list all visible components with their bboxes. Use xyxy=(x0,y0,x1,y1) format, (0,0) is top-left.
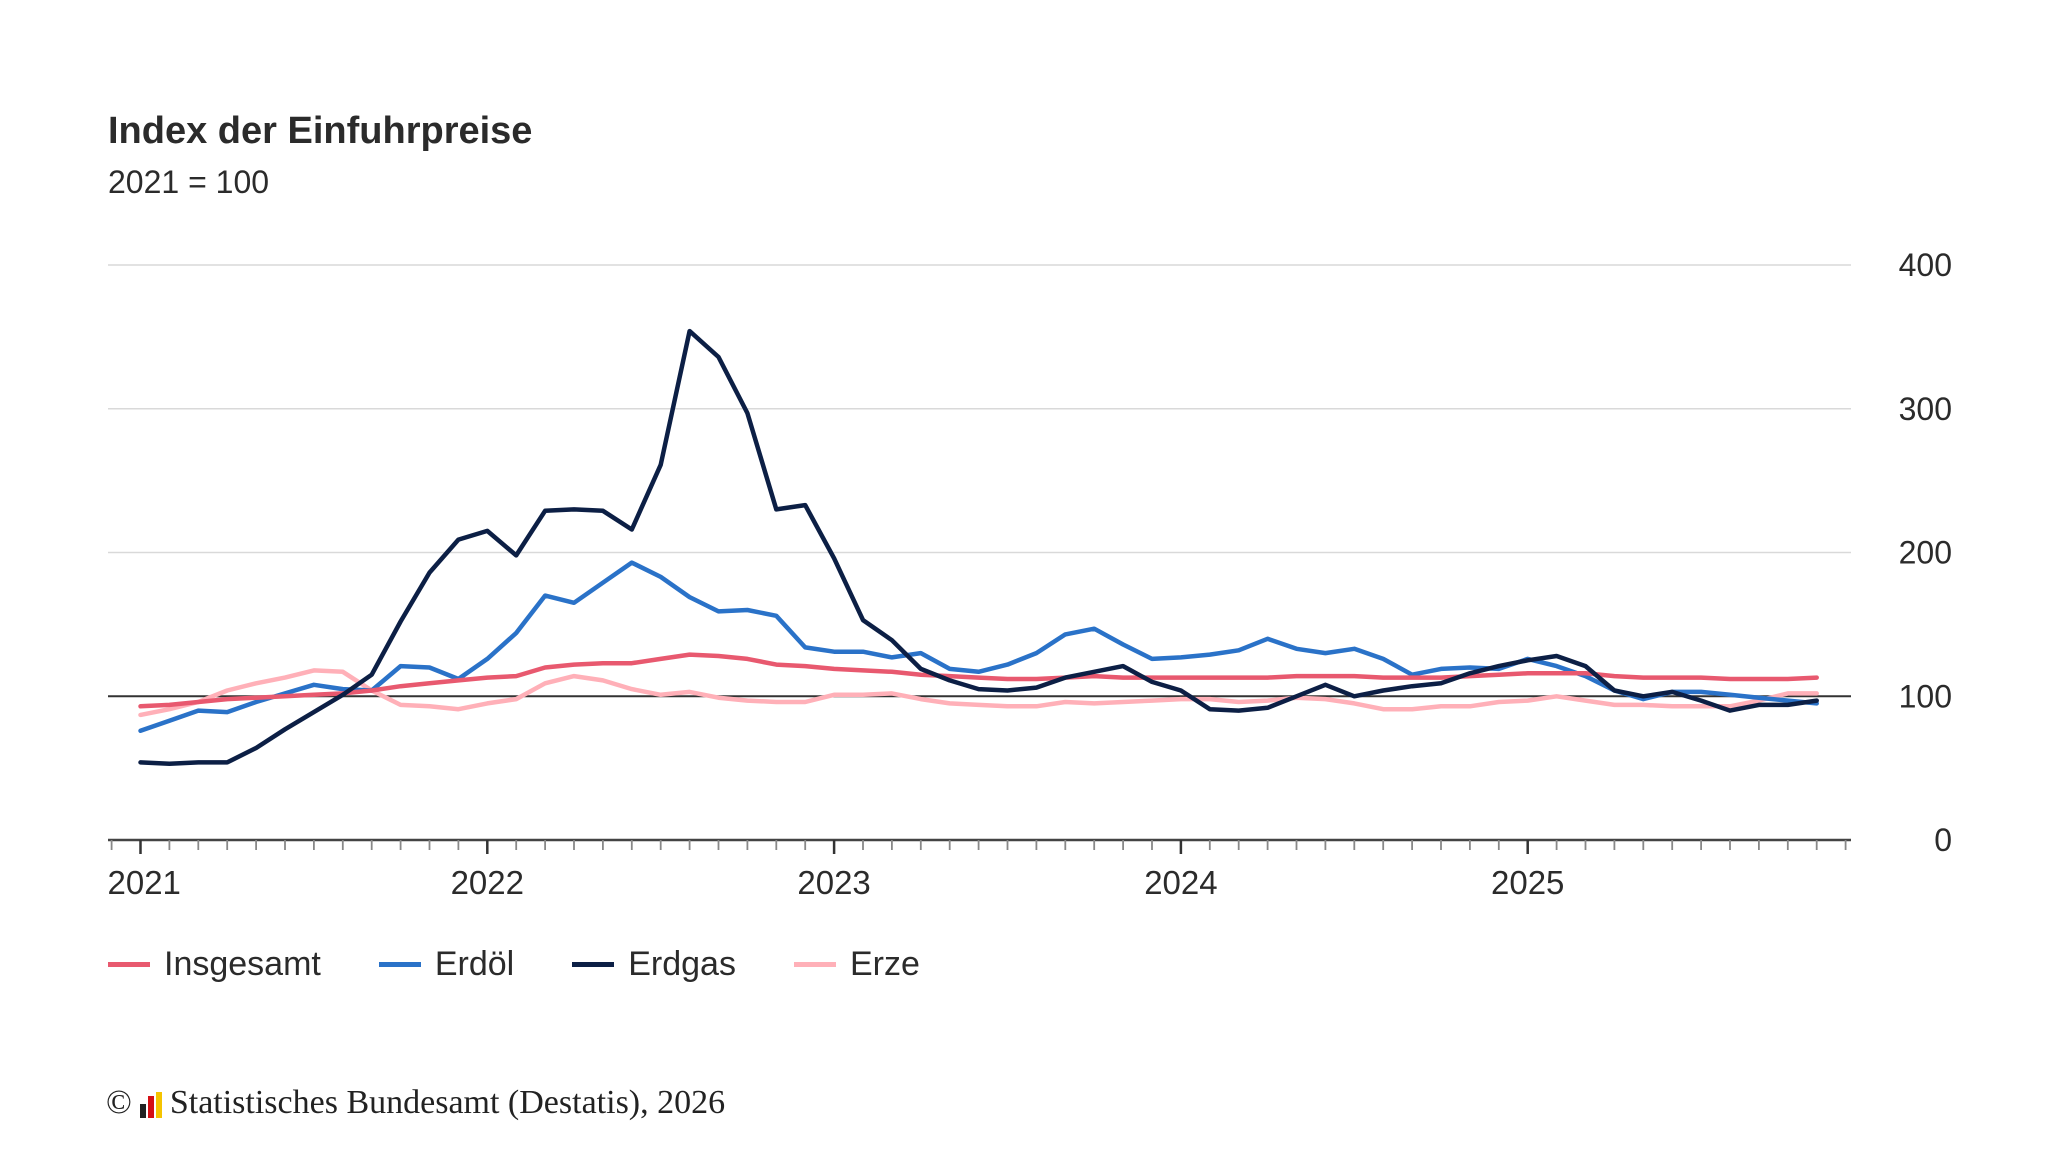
legend-swatch xyxy=(378,962,421,967)
copyright-symbol: © xyxy=(106,1084,132,1121)
y-tick-label: 200 xyxy=(1899,535,1952,571)
chart-title: Index der Einfuhrpreise xyxy=(108,110,533,152)
legend-item: Erdgas xyxy=(572,945,736,984)
y-axis-tick-labels: 0 100 200 300 400 xyxy=(1899,247,1952,858)
line-chart: 0 100 200 300 400 2021 2022 2023 2024 2025 xyxy=(108,247,1953,901)
legend-label: Erdgas xyxy=(628,945,736,983)
y-tick-label: 300 xyxy=(1899,391,1952,427)
legend-item: Insgesamt xyxy=(108,945,321,984)
series-line-insgesamt xyxy=(138,652,1819,709)
gridlines xyxy=(108,264,1851,698)
x-axis-tick-labels: 2021 2022 2023 2024 2025 xyxy=(108,864,1565,901)
legend-swatch xyxy=(793,962,836,967)
legend-swatch xyxy=(108,962,150,967)
y-tick-label: 0 xyxy=(1934,822,1952,858)
legend-label: Insgesamt xyxy=(164,945,321,983)
series-line-erdgas xyxy=(138,328,1819,767)
x-tick-label: 2022 xyxy=(451,864,524,901)
legend-label: Erze xyxy=(849,945,920,983)
series-line-erdöl xyxy=(138,560,1819,734)
legend-item: Erdöl xyxy=(378,945,515,984)
legend: Insgesamt Erdöl Erdgas Erze xyxy=(108,945,920,984)
x-axis xyxy=(108,838,1851,854)
chart-subtitle: 2021 = 100 xyxy=(108,164,270,200)
source-footer: © Statistisches Bundesamt (Destatis), 20… xyxy=(106,1084,725,1122)
source-text: Statistisches Bundesamt (Destatis), 2026 xyxy=(169,1084,726,1121)
x-tick-label: 2021 xyxy=(108,864,181,901)
destatis-logo-icon xyxy=(139,1092,162,1118)
legend-label: Erdöl xyxy=(434,945,515,983)
x-tick-label: 2023 xyxy=(797,864,870,901)
legend-item: Erze xyxy=(793,945,920,984)
legend-swatch xyxy=(572,962,615,967)
x-tick-label: 2025 xyxy=(1491,864,1564,901)
series-line-erze xyxy=(138,668,1819,718)
series-lines xyxy=(138,328,1819,767)
y-tick-label: 400 xyxy=(1899,247,1952,283)
x-tick-label: 2024 xyxy=(1144,864,1217,901)
y-tick-label: 100 xyxy=(1899,678,1952,714)
